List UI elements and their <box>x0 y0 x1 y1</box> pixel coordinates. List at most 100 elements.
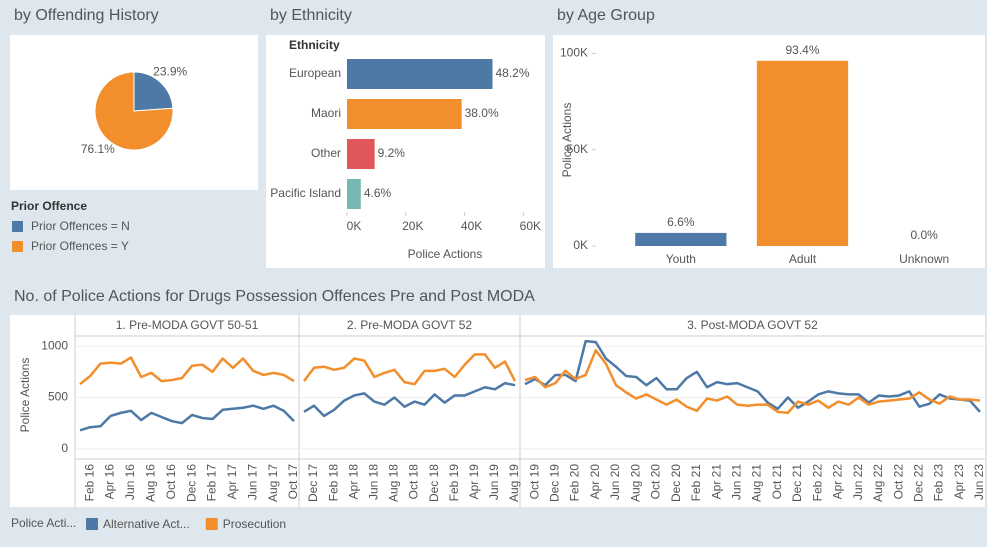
x-tick-label: Feb 20 <box>568 464 582 502</box>
x-tick-label: Jun 20 <box>608 464 622 500</box>
x-tick-label: 40K <box>461 219 482 233</box>
x-tick-label: Aug 20 <box>628 464 642 502</box>
x-tick-label: Dec 20 <box>669 464 683 502</box>
x-tick-label: Dec 21 <box>790 464 804 502</box>
line-series <box>303 381 516 418</box>
y-tick-label: 500 <box>48 390 68 404</box>
line-series <box>524 349 981 415</box>
slice-label: 76.1% <box>81 142 115 156</box>
x-tick-label: 0K <box>347 219 362 233</box>
line-panel <box>10 315 985 507</box>
x-tick-label: Oct 17 <box>286 464 300 500</box>
chart-title: by Age Group <box>557 7 655 24</box>
x-tick-label: Jun 23 <box>972 464 986 500</box>
value-label: 9.2% <box>378 146 406 160</box>
x-tick-label: Jun 22 <box>851 464 865 500</box>
y-tick-label: 100K <box>560 46 588 60</box>
x-tick-label: Feb 17 <box>205 464 219 502</box>
line-series <box>524 339 981 413</box>
y-tick-label: 1000 <box>41 338 68 352</box>
bar <box>347 139 375 169</box>
x-tick-label: Oct 16 <box>164 464 178 500</box>
x-tick-label: 20K <box>402 219 423 233</box>
legend-title: Police Acti... <box>11 516 76 530</box>
y-tick-label: 0 <box>61 441 68 455</box>
x-tick-label: Apr 18 <box>346 464 360 500</box>
chart-title: No. of Police Actions for Drugs Possessi… <box>14 288 535 305</box>
x-tick-label: Apr 22 <box>831 464 845 500</box>
value-label: 93.4% <box>785 43 819 57</box>
panel-title: 1. Pre-MODA GOVT 50-51 <box>116 318 259 332</box>
x-tick-label: Apr 20 <box>588 464 602 500</box>
bar <box>347 179 361 209</box>
x-tick-label: Apr 17 <box>225 464 239 500</box>
legend-label: Prior Offences = N <box>31 219 130 233</box>
value-label: 38.0% <box>465 106 499 120</box>
value-label: 0.0% <box>910 228 938 242</box>
x-tick-label: Aug 21 <box>750 464 764 502</box>
x-tick-label: Apr 19 <box>467 464 481 500</box>
x-tick-label: Dec 16 <box>184 464 198 502</box>
value-label: 4.6% <box>364 186 392 200</box>
x-tick-label: Jun 18 <box>367 464 381 500</box>
x-tick-label: Unknown <box>899 252 949 266</box>
column-header: Ethnicity <box>289 38 340 52</box>
category-label: European <box>289 66 341 80</box>
line-series <box>303 353 517 386</box>
bar <box>347 99 462 129</box>
legend-swatch <box>12 221 23 232</box>
x-tick-label: Oct 19 <box>527 464 541 500</box>
bar <box>635 232 727 246</box>
x-tick-label: Youth <box>666 252 696 266</box>
x-tick-label: 60K <box>520 219 541 233</box>
x-tick-label: Dec 22 <box>912 464 926 502</box>
legend-label: Alternative Act... <box>103 517 190 531</box>
legend-label: Prosecution <box>223 517 286 531</box>
chart-title: by Ethnicity <box>270 7 352 24</box>
x-axis-title: Police Actions <box>408 247 483 261</box>
bar <box>756 60 849 246</box>
x-tick-label: Oct 22 <box>891 464 905 500</box>
legend-label: Prior Offences = Y <box>31 239 129 253</box>
x-tick-label: Jun 16 <box>123 464 137 500</box>
x-tick-label: Apr 23 <box>952 464 966 500</box>
x-tick-label: Jun 17 <box>245 464 259 500</box>
category-label: Maori <box>311 106 341 120</box>
panel-title: 2. Pre-MODA GOVT 52 <box>347 318 472 332</box>
x-tick-label: Aug 19 <box>507 464 521 502</box>
x-tick-label: Aug 17 <box>266 464 280 502</box>
legend-swatch <box>86 518 98 530</box>
x-tick-label: Oct 18 <box>407 464 421 500</box>
x-tick-label: Jun 19 <box>487 464 501 500</box>
y-tick-label: 50K <box>567 142 588 156</box>
x-tick-label: Feb 18 <box>326 464 340 502</box>
x-tick-label: Apr 21 <box>709 464 723 500</box>
bar <box>347 59 493 89</box>
x-tick-label: Aug 22 <box>871 464 885 502</box>
x-tick-label: Aug 18 <box>387 464 401 502</box>
x-tick-label: Aug 16 <box>144 464 158 502</box>
legend-title: Prior Offence <box>11 199 87 213</box>
x-tick-label: Feb 22 <box>810 464 824 502</box>
line-series <box>79 404 295 432</box>
x-tick-label: Feb 19 <box>447 464 461 502</box>
x-tick-label: Oct 20 <box>649 464 663 500</box>
chart-title: by Offending History <box>14 7 159 24</box>
value-label: 48.2% <box>496 66 530 80</box>
panel-title: 3. Post-MODA GOVT 52 <box>687 318 818 332</box>
category-label: Pacific Island <box>270 186 341 200</box>
x-tick-label: Feb 23 <box>932 464 946 502</box>
x-tick-label: Dec 19 <box>548 464 562 502</box>
y-axis-title: Police Actions <box>18 358 32 433</box>
pie-slice <box>94 71 174 151</box>
x-tick-label: Adult <box>789 252 817 266</box>
legend-swatch <box>12 241 23 252</box>
slice-label: 23.9% <box>153 64 187 78</box>
value-label: 6.6% <box>667 215 695 229</box>
y-axis-title: Police Actions <box>560 103 574 178</box>
x-tick-label: Feb 16 <box>82 464 96 502</box>
x-tick-label: Dec 17 <box>306 464 320 502</box>
x-tick-label: Oct 21 <box>770 464 784 500</box>
